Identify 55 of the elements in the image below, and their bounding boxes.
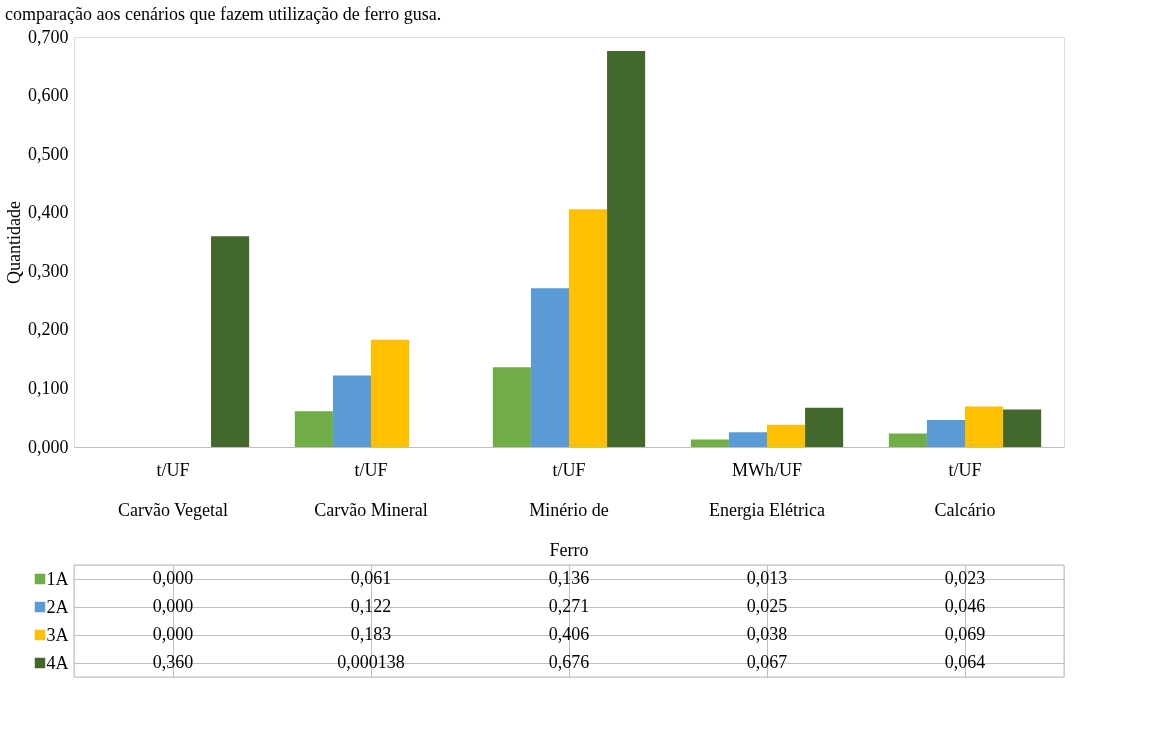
data-label: 0,122	[350, 596, 392, 616]
bar	[965, 406, 1004, 447]
legend-label: 2A	[46, 596, 69, 617]
bar	[371, 339, 410, 447]
bar	[690, 439, 729, 447]
bar	[294, 411, 333, 447]
bar	[926, 420, 965, 447]
data-label: 0,038	[746, 624, 788, 644]
y-tick-label: 0,500	[28, 143, 69, 164]
y-tick-label: 0,200	[28, 319, 69, 340]
x-tick-label: t/UF Carvão Mineral	[314, 459, 428, 520]
data-label: 0,000138	[337, 652, 405, 672]
y-tick-label: 0,700	[28, 26, 69, 47]
x-tick-label: t/UF Carvão Vegetal	[117, 459, 229, 520]
bar	[607, 51, 646, 447]
bar	[767, 424, 806, 447]
legend-label: 4A	[46, 652, 69, 673]
data-label: 0,000	[152, 624, 194, 644]
data-label: 0,023	[944, 568, 986, 588]
data-label: 0,000	[152, 596, 194, 616]
y-tick-label: 0,400	[28, 202, 69, 223]
data-label: 0,064	[944, 652, 986, 672]
bar	[332, 375, 371, 447]
y-tick-label: 0,600	[28, 85, 69, 106]
data-label: 0,271	[548, 596, 590, 616]
bar	[728, 432, 767, 447]
bar	[530, 288, 569, 447]
data-label: 0,136	[548, 568, 590, 588]
data-label: 0,676	[548, 652, 590, 672]
bar	[1003, 409, 1042, 447]
bar	[888, 433, 927, 447]
bar	[211, 236, 250, 447]
bar	[805, 407, 844, 447]
data-label: 0,067	[746, 652, 788, 672]
data-label: 0,046	[944, 596, 986, 616]
y-tick-label: 0,000	[28, 436, 69, 457]
legend-label: 3A	[46, 624, 69, 645]
legend-label: 1A	[46, 568, 69, 589]
data-label: 0,360	[152, 652, 194, 672]
bar	[569, 209, 608, 447]
x-tick-label: t/UF Calcário	[934, 459, 996, 520]
data-label: 0,069	[944, 624, 986, 644]
x-tick-label: t/UF Minério de Ferro	[529, 459, 609, 560]
data-label: 0,061	[350, 568, 392, 588]
y-tick-label: 0,300	[28, 260, 69, 281]
chart-title: comparação aos cenários que fazem utilização de ferro gusa.	[5, 3, 442, 24]
y-tick-label: 0,100	[28, 377, 69, 398]
data-label: 0,183	[350, 624, 392, 644]
data-label: 0,000	[152, 568, 194, 588]
data-label: 0,406	[548, 624, 590, 644]
bar	[492, 367, 531, 447]
x-tick-label: MWh/UF Energia Elétrica	[708, 459, 826, 520]
data-label: 0,013	[746, 568, 788, 588]
y-axis-title: Quantidade	[4, 201, 24, 284]
data-label: 0,025	[746, 596, 788, 616]
